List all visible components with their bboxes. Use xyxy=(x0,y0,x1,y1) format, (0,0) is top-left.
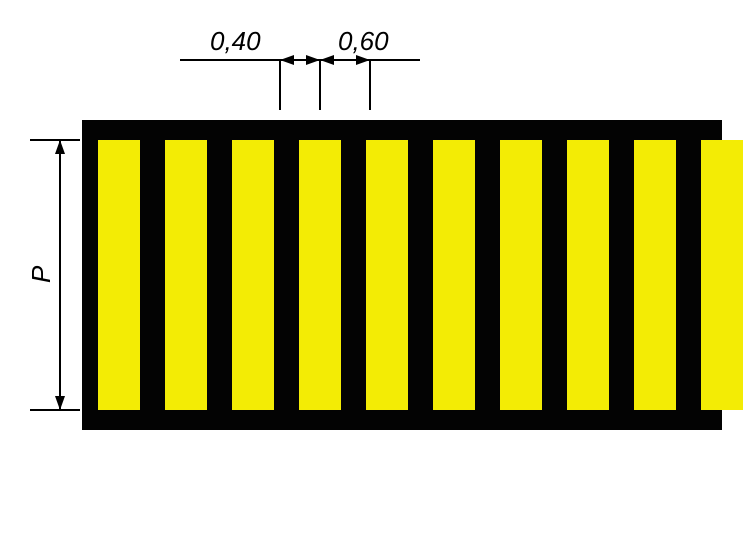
dim-label-height: P xyxy=(26,266,57,283)
diagram-svg xyxy=(0,0,750,550)
dim-label-gap: 0,40 xyxy=(210,26,261,57)
technical-drawing: 0,40 0,60 P xyxy=(0,0,750,550)
dim-label-stripe: 0,60 xyxy=(338,26,389,57)
